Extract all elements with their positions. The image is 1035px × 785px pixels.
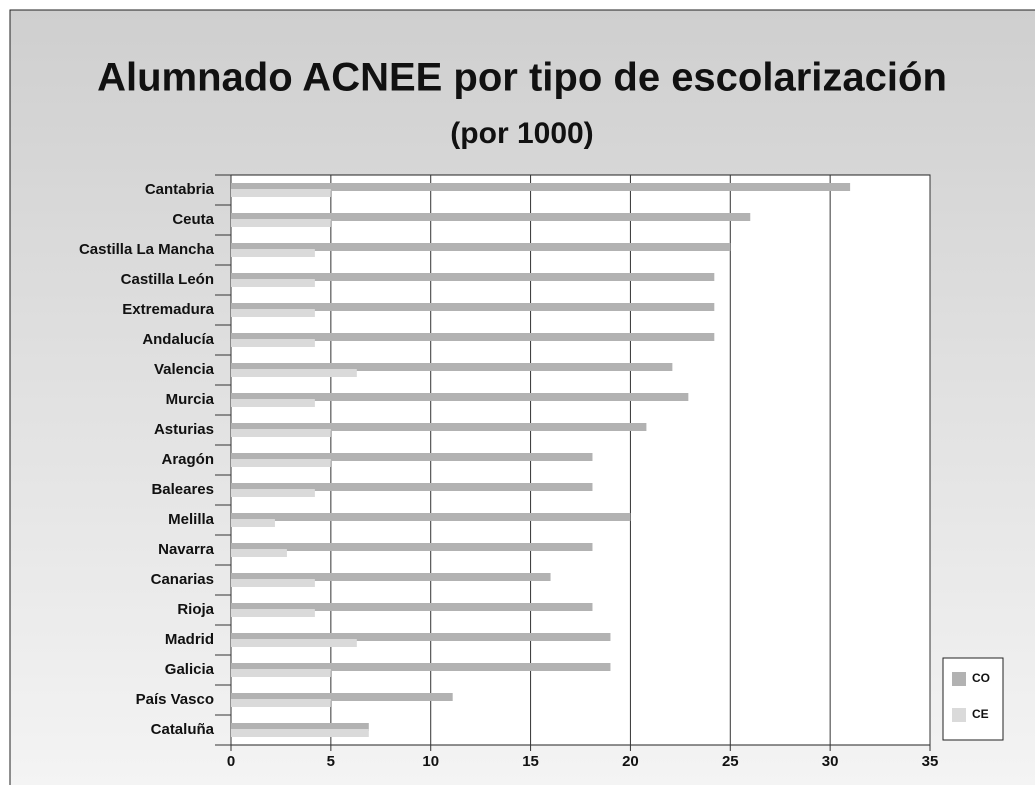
- y-tick-label: Murcia: [166, 391, 215, 408]
- bar: [231, 663, 611, 671]
- y-tick-label: Aragón: [162, 451, 215, 468]
- y-tick-label: Madrid: [165, 631, 214, 648]
- bar: [231, 519, 275, 527]
- x-tick-label: 20: [622, 753, 639, 770]
- bar: [231, 213, 751, 221]
- bar: [231, 273, 715, 281]
- bar: [231, 549, 287, 557]
- bar: [231, 363, 673, 371]
- legend-swatch: [952, 672, 966, 686]
- bar: [231, 723, 369, 731]
- bar: [231, 669, 331, 677]
- y-tick-label: Melilla: [168, 511, 215, 528]
- bar: [231, 279, 315, 287]
- y-tick-label: Canarias: [151, 571, 214, 588]
- bar: [231, 309, 315, 317]
- chart-title: Alumnado ACNEE por tipo de escolarizació…: [97, 56, 947, 100]
- bar: [231, 489, 315, 497]
- bar: [231, 459, 331, 467]
- y-tick-label: Extremadura: [122, 301, 214, 318]
- legend-label: CE: [972, 707, 989, 721]
- bar: [231, 513, 631, 521]
- y-tick-label: Ceuta: [172, 211, 214, 228]
- bar: [231, 339, 315, 347]
- bar: [231, 453, 593, 461]
- y-tick-label: Castilla La Mancha: [79, 241, 215, 258]
- bar: [231, 189, 331, 197]
- chart-subtitle: (por 1000): [450, 117, 593, 150]
- bar: [231, 243, 731, 251]
- legend-label: CO: [972, 671, 990, 685]
- y-tick-label: Castilla León: [121, 271, 214, 288]
- bar: [231, 633, 611, 641]
- bar: [231, 543, 593, 551]
- y-tick-label: Andalucía: [142, 331, 214, 348]
- y-tick-label: Baleares: [151, 481, 214, 498]
- bar: [231, 303, 715, 311]
- bar: [231, 609, 315, 617]
- bar: [231, 423, 647, 431]
- y-tick-label: Cataluña: [151, 721, 215, 738]
- bar: [231, 369, 357, 377]
- y-tick-label: Asturias: [154, 421, 214, 438]
- bar: [231, 333, 715, 341]
- bar: [231, 693, 453, 701]
- bar: [231, 249, 315, 257]
- bar: [231, 399, 315, 407]
- bar: [231, 579, 315, 587]
- y-tick-label: Rioja: [177, 601, 214, 618]
- bar: [231, 483, 593, 491]
- x-tick-label: 15: [522, 753, 539, 770]
- bar: [231, 603, 593, 611]
- x-tick-label: 30: [822, 753, 839, 770]
- legend-swatch: [952, 708, 966, 722]
- bar: [231, 729, 369, 737]
- y-tick-label: Valencia: [154, 361, 215, 378]
- legend-box: [942, 657, 1004, 741]
- y-tick-label: Galicia: [165, 661, 215, 678]
- x-tick-label: 35: [922, 753, 939, 770]
- bar: [231, 183, 851, 191]
- bar: [231, 393, 689, 401]
- bar: [231, 699, 331, 707]
- x-tick-label: 5: [327, 753, 335, 770]
- bar: [231, 429, 331, 437]
- bar: [231, 219, 331, 227]
- y-tick-label: País Vasco: [136, 691, 214, 708]
- x-tick-label: 25: [722, 753, 739, 770]
- y-tick-label: Navarra: [158, 541, 215, 558]
- y-tick-label: Cantabria: [145, 181, 215, 198]
- bar: [231, 573, 551, 581]
- x-tick-label: 0: [227, 753, 235, 770]
- bar: [231, 639, 357, 647]
- x-tick-label: 10: [422, 753, 439, 770]
